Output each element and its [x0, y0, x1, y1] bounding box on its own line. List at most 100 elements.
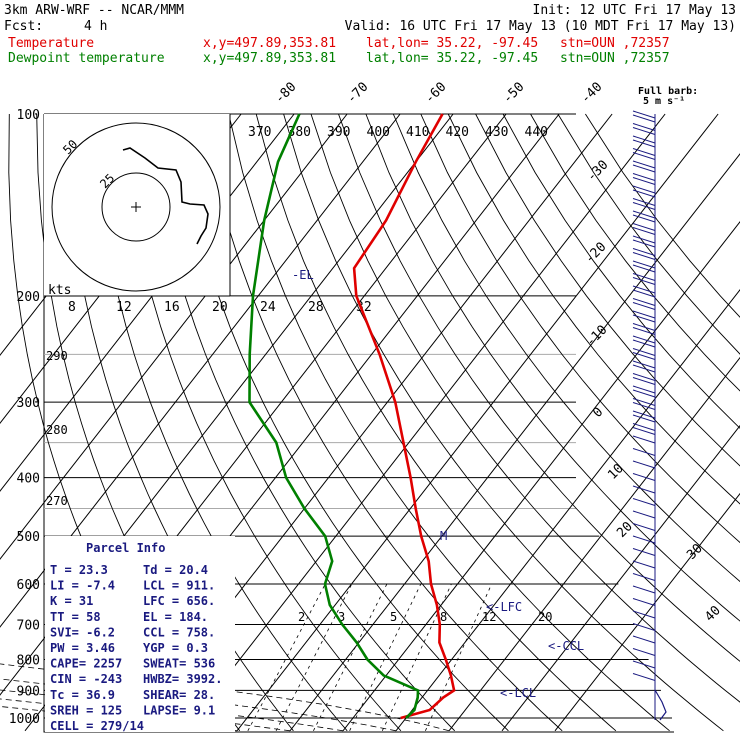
- wind-barb: [632, 360, 656, 369]
- temp-label-right: -20: [582, 240, 609, 267]
- theta-label: 440: [525, 125, 548, 140]
- temp-label-top: -80: [272, 80, 299, 107]
- mixing-ratio-line: [381, 583, 452, 731]
- wind-barb: [632, 598, 656, 606]
- hodo-x-tick: 12: [116, 300, 132, 315]
- wind-barb: [632, 364, 656, 373]
- wind-barb: [632, 235, 656, 244]
- wind-barb: [654, 689, 667, 721]
- isotherm: [448, 356, 740, 732]
- hodo-x-tick: 8: [68, 300, 76, 315]
- temp-label-top: -50: [500, 80, 527, 107]
- pressure-label: 100: [17, 108, 40, 123]
- wind-barb: [632, 198, 656, 206]
- isotherm: [501, 424, 740, 732]
- wind-barb: [632, 173, 656, 181]
- wind-barb: [632, 623, 656, 631]
- wind-barb: [632, 152, 656, 160]
- parcel-row-left: T = 23.3: [50, 563, 108, 577]
- mixing-ratio-label: 12: [482, 610, 496, 624]
- temp-label-right: 10: [605, 461, 627, 483]
- level-markers: -EL <-LFC <-CCL <-LCL M: [292, 268, 584, 700]
- mixing-ratio-labels: 2 3 5 8 12 20: [298, 610, 552, 624]
- temp-legend-name: Temperature: [8, 36, 94, 51]
- thetae-label: 290: [46, 349, 68, 363]
- hodo-x-tick: 20: [212, 300, 228, 315]
- pressure-label: 500: [17, 530, 40, 545]
- wind-barbs: [632, 110, 667, 721]
- parcel-row-right: Td = 20.4: [143, 563, 208, 577]
- thetae-label: 270: [46, 494, 68, 508]
- dry-adiabat: [310, 113, 740, 703]
- theta-label: 430: [485, 125, 508, 140]
- wind-barb: [632, 473, 656, 481]
- init-time: Init: 12 UTC Fri 17 May 13: [533, 3, 737, 18]
- temp-label-top: -40: [578, 80, 605, 107]
- parcel-row-right: SHEAR= 28.: [143, 688, 215, 702]
- wind-barb: [632, 389, 656, 398]
- wind-barb: [632, 185, 656, 194]
- isotherm: [395, 288, 740, 732]
- wind-barb: [632, 114, 656, 123]
- mixing-ratio-label: 5: [390, 610, 397, 624]
- mixing-ratio-line: [425, 583, 493, 731]
- wind-barb: [632, 189, 656, 198]
- wind-barb: [632, 110, 656, 119]
- parcel-row-right: LFC = 656.: [143, 594, 215, 608]
- theta-labels: 370 380 390 400 410 420 430 440: [248, 125, 548, 140]
- dry-adiabat: [530, 113, 740, 392]
- parcel-row-left: TT = 58: [50, 610, 101, 624]
- fcst-label: Fcst:: [4, 19, 43, 34]
- dew-legend-stn: stn=OUN ,72357: [560, 51, 670, 66]
- theta-label: 390: [327, 125, 350, 140]
- wind-barb: [632, 202, 656, 210]
- parcel-info-panel: Parcel Info T = 23.3 Td = 20.4 LI = -7.4 LC…: [45, 536, 235, 733]
- wind-barb: [632, 252, 656, 260]
- header: 3km ARW-WRF -- NCAR/MMM Fcst: 4 h Init: …: [4, 3, 736, 107]
- dew-legend-xy: x,y=497.89,353.81: [203, 51, 336, 66]
- parcel-row-left: SREH = 125: [50, 703, 122, 717]
- barb-legend-unit: 5 m s⁻¹: [643, 96, 685, 107]
- wind-barb: [632, 398, 656, 406]
- wind-barb: [632, 377, 656, 385]
- pressure-label: 400: [17, 472, 40, 487]
- pressure-axis-labels: 100 200 300 400 500 600 700 800 900 1000: [9, 108, 40, 727]
- wind-barb: [632, 385, 656, 394]
- dry-adiabat: [338, 113, 740, 662]
- wind-barb: [632, 310, 656, 319]
- wind-barb: [632, 160, 656, 169]
- dry-adiabat: [475, 113, 740, 467]
- thetae-labels: 290 280 270: [46, 349, 68, 508]
- dry-adiabat: [392, 113, 740, 583]
- wind-barb: [632, 164, 656, 173]
- wind-barb: [632, 214, 656, 223]
- pressure-label: 600: [17, 578, 40, 593]
- pressure-label: 1000: [9, 712, 40, 727]
- temp-label-top: -60: [422, 80, 449, 107]
- wind-barb: [632, 239, 656, 248]
- wind-barb: [632, 523, 656, 531]
- wind-barb: [632, 573, 656, 581]
- fcst-value: 4 h: [84, 19, 107, 34]
- wind-barb: [632, 427, 656, 435]
- isotherm: [554, 492, 740, 732]
- pressure-label: 700: [17, 618, 40, 633]
- parcel-row-left: K = 31: [50, 594, 93, 608]
- thetae-label: 280: [46, 423, 68, 437]
- pressure-label: 200: [17, 290, 40, 305]
- pressure-label: 300: [17, 396, 40, 411]
- temp-label-right: -10: [583, 323, 610, 350]
- wind-barb: [632, 302, 656, 310]
- temp-label-right: -30: [584, 158, 611, 185]
- hodo-x-tick: 24: [260, 300, 276, 315]
- wind-barb: [632, 585, 656, 594]
- parcel-row-left: LI = -7.4: [50, 579, 115, 593]
- wind-barb: [632, 177, 656, 185]
- wind-barb: [632, 485, 656, 494]
- temp-legend-stn: stn=OUN ,72357: [560, 36, 670, 51]
- dew-legend-latlon: lat,lon= 35.22, -97.45: [366, 51, 538, 66]
- wind-barb: [632, 610, 656, 619]
- mixing-ratio-lines: [247, 583, 493, 731]
- wind-barb: [632, 148, 656, 156]
- wind-barb: [632, 339, 656, 348]
